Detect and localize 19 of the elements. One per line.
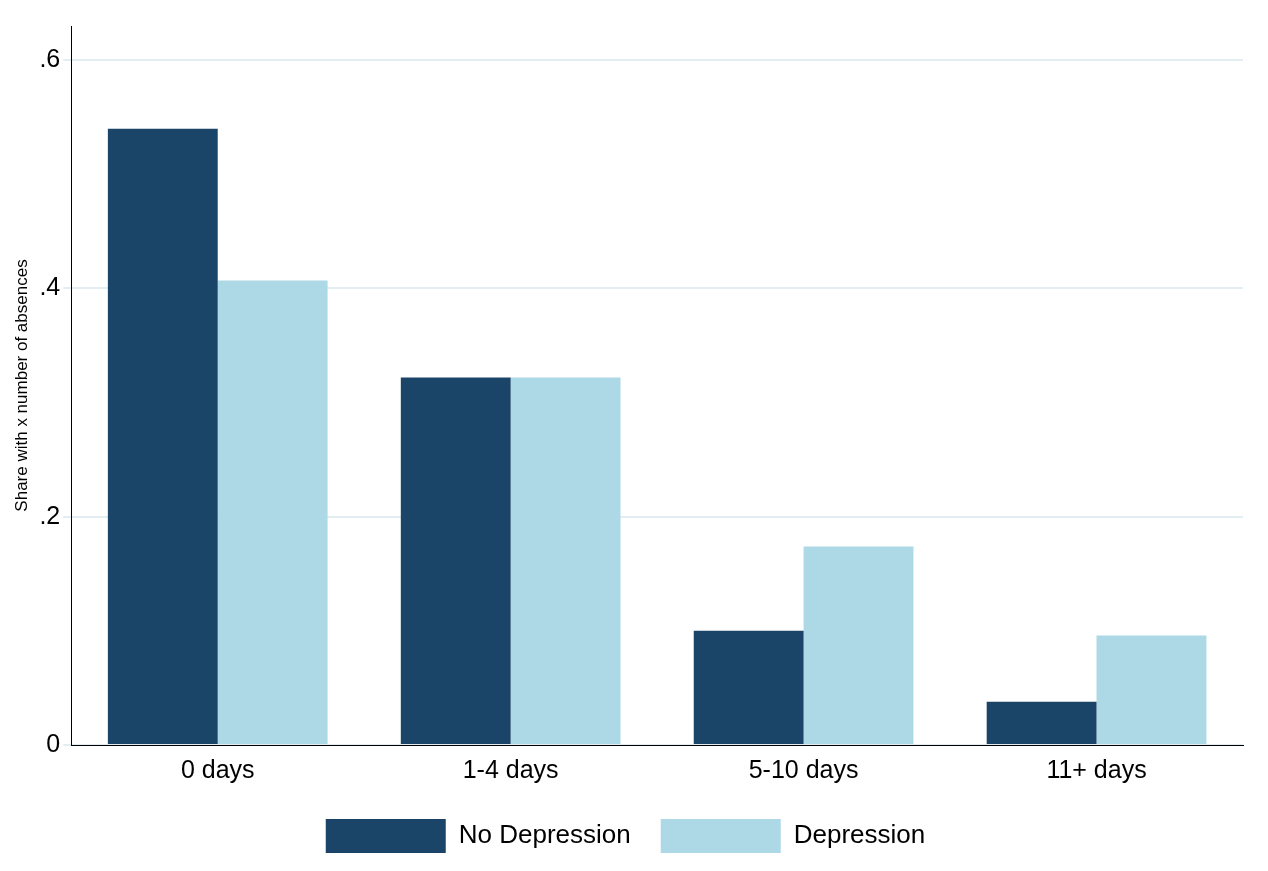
y-tick-label: .2	[39, 500, 61, 529]
bar	[400, 377, 511, 744]
x-tick-label: 5-10 days	[748, 754, 859, 783]
y-tick-label: .6	[39, 44, 61, 73]
x-tick-label: 1-4 days	[462, 754, 559, 783]
bar	[510, 377, 621, 744]
bar	[1096, 635, 1207, 744]
bar	[803, 546, 914, 744]
legend-label: No Depression	[458, 819, 631, 850]
legend-label: Depression	[793, 819, 926, 850]
x-tick-label: 11+ days	[1046, 754, 1147, 783]
bar	[693, 630, 804, 744]
x-tick-label: 0 days	[180, 754, 255, 783]
bar	[107, 128, 218, 744]
y-tick-label: .4	[39, 272, 61, 301]
bar	[986, 701, 1097, 744]
y-axis-title: Share with x number of absences	[11, 259, 31, 512]
y-tick-label: 0	[46, 728, 61, 757]
bar	[217, 280, 328, 744]
